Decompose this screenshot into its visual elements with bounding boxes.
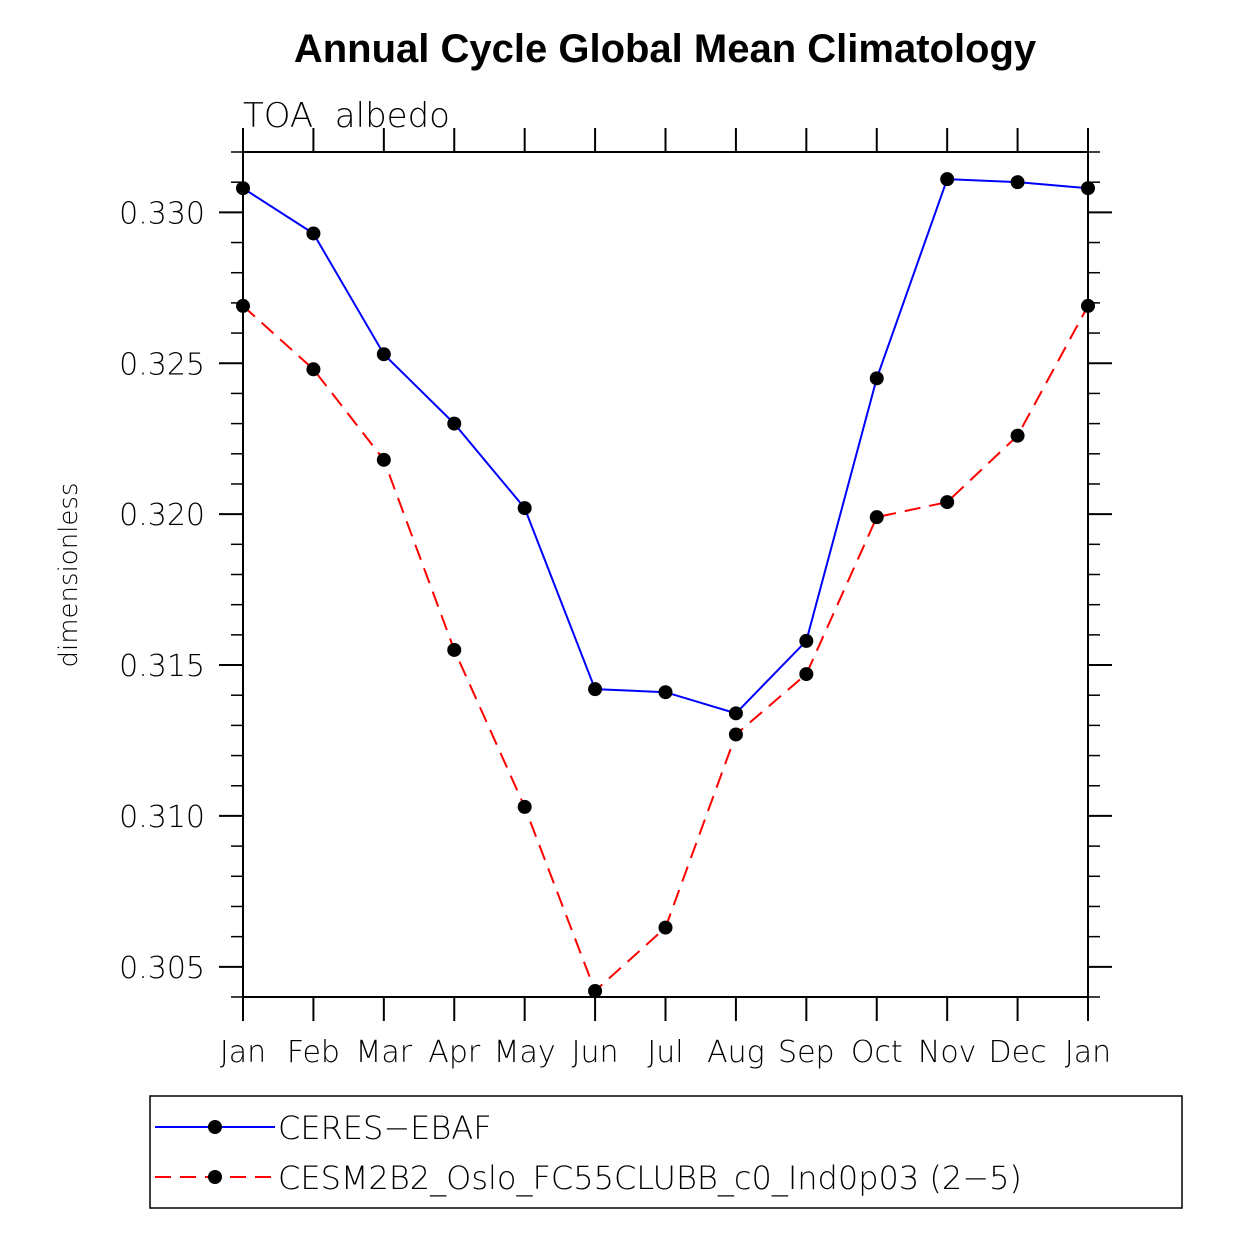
data-point-0 — [728, 706, 743, 721]
data-point-0 — [1010, 175, 1025, 190]
chart-subtitle: TOA albedo — [243, 96, 450, 136]
data-point-0 — [1081, 181, 1095, 196]
legend-marker-ceres — [208, 1120, 222, 1134]
data-point-1 — [799, 667, 814, 682]
data-point-0 — [236, 181, 250, 196]
data-point-1 — [376, 452, 391, 467]
data-point-1 — [447, 642, 462, 657]
data-point-1 — [869, 510, 884, 525]
x-tick-label: Oct — [851, 1035, 903, 1070]
data-point-0 — [588, 682, 603, 697]
x-tick-label: Feb — [287, 1035, 340, 1070]
data-point-1 — [1010, 428, 1025, 443]
x-tick-label: Jan — [1065, 1035, 1111, 1070]
data-point-1 — [658, 920, 673, 935]
legend-marker-cesm — [208, 1170, 222, 1184]
x-tick-label: Jun — [572, 1035, 619, 1070]
axes-layer: Jan Feb Mar Apr May Jun Jul Aug Sep Oct Nov Dec Jan 0… — [119, 128, 1112, 1070]
data-point-0 — [517, 501, 532, 516]
x-tick-label: May — [494, 1035, 556, 1070]
data-point-0 — [799, 633, 814, 648]
x-tick-label: Apr — [428, 1035, 481, 1070]
data-point-0 — [658, 685, 673, 700]
data-point-1 — [1081, 298, 1095, 313]
data-point-1 — [728, 727, 743, 742]
series-line-1 — [242, 305, 1089, 993]
chart-title: Annual Cycle Global Mean Climatology — [294, 27, 1037, 71]
y-tick-label: 0.310 — [119, 800, 205, 835]
data-point-0 — [869, 371, 884, 386]
data-point-1 — [306, 362, 321, 377]
data-point-1 — [236, 298, 250, 313]
x-tick-label: Sep — [778, 1035, 835, 1070]
y-tick-label: 0.330 — [119, 196, 205, 231]
data-point-1 — [588, 983, 603, 998]
data-point-0 — [447, 416, 462, 431]
legend: CERES−EBAF CESM2B2_Oslo_FC55CLUBB_c0_Ind… — [149, 1095, 1183, 1209]
x-tick-label: Mar — [356, 1035, 413, 1070]
series-layer — [236, 172, 1095, 998]
legend-frame — [149, 1095, 1183, 1209]
x-tick-label: Nov — [918, 1035, 977, 1070]
data-point-1 — [940, 495, 955, 510]
y-tick-label: 0.320 — [119, 498, 205, 533]
y-tick-label: 0.305 — [119, 951, 205, 986]
x-tick-label: Jan — [220, 1035, 266, 1070]
y-axis-label: dimensionless — [54, 483, 84, 668]
plot-frame — [242, 151, 1089, 998]
x-tick-label: Dec — [989, 1035, 1047, 1070]
legend-label-ceres: CERES−EBAF — [278, 1109, 492, 1147]
data-point-0 — [940, 172, 955, 187]
legend-label-cesm: CESM2B2_Oslo_FC55CLUBB_c0_Ind0p03 (2−5) — [278, 1159, 1022, 1197]
y-tick-label: 0.315 — [119, 649, 205, 684]
y-tick-label: 0.325 — [119, 347, 205, 382]
data-point-1 — [517, 799, 532, 814]
data-point-0 — [306, 226, 321, 241]
series-line-0 — [242, 178, 1089, 715]
data-point-0 — [376, 347, 391, 362]
x-tick-label: Jul — [647, 1035, 683, 1070]
x-tick-label: Aug — [707, 1035, 765, 1070]
